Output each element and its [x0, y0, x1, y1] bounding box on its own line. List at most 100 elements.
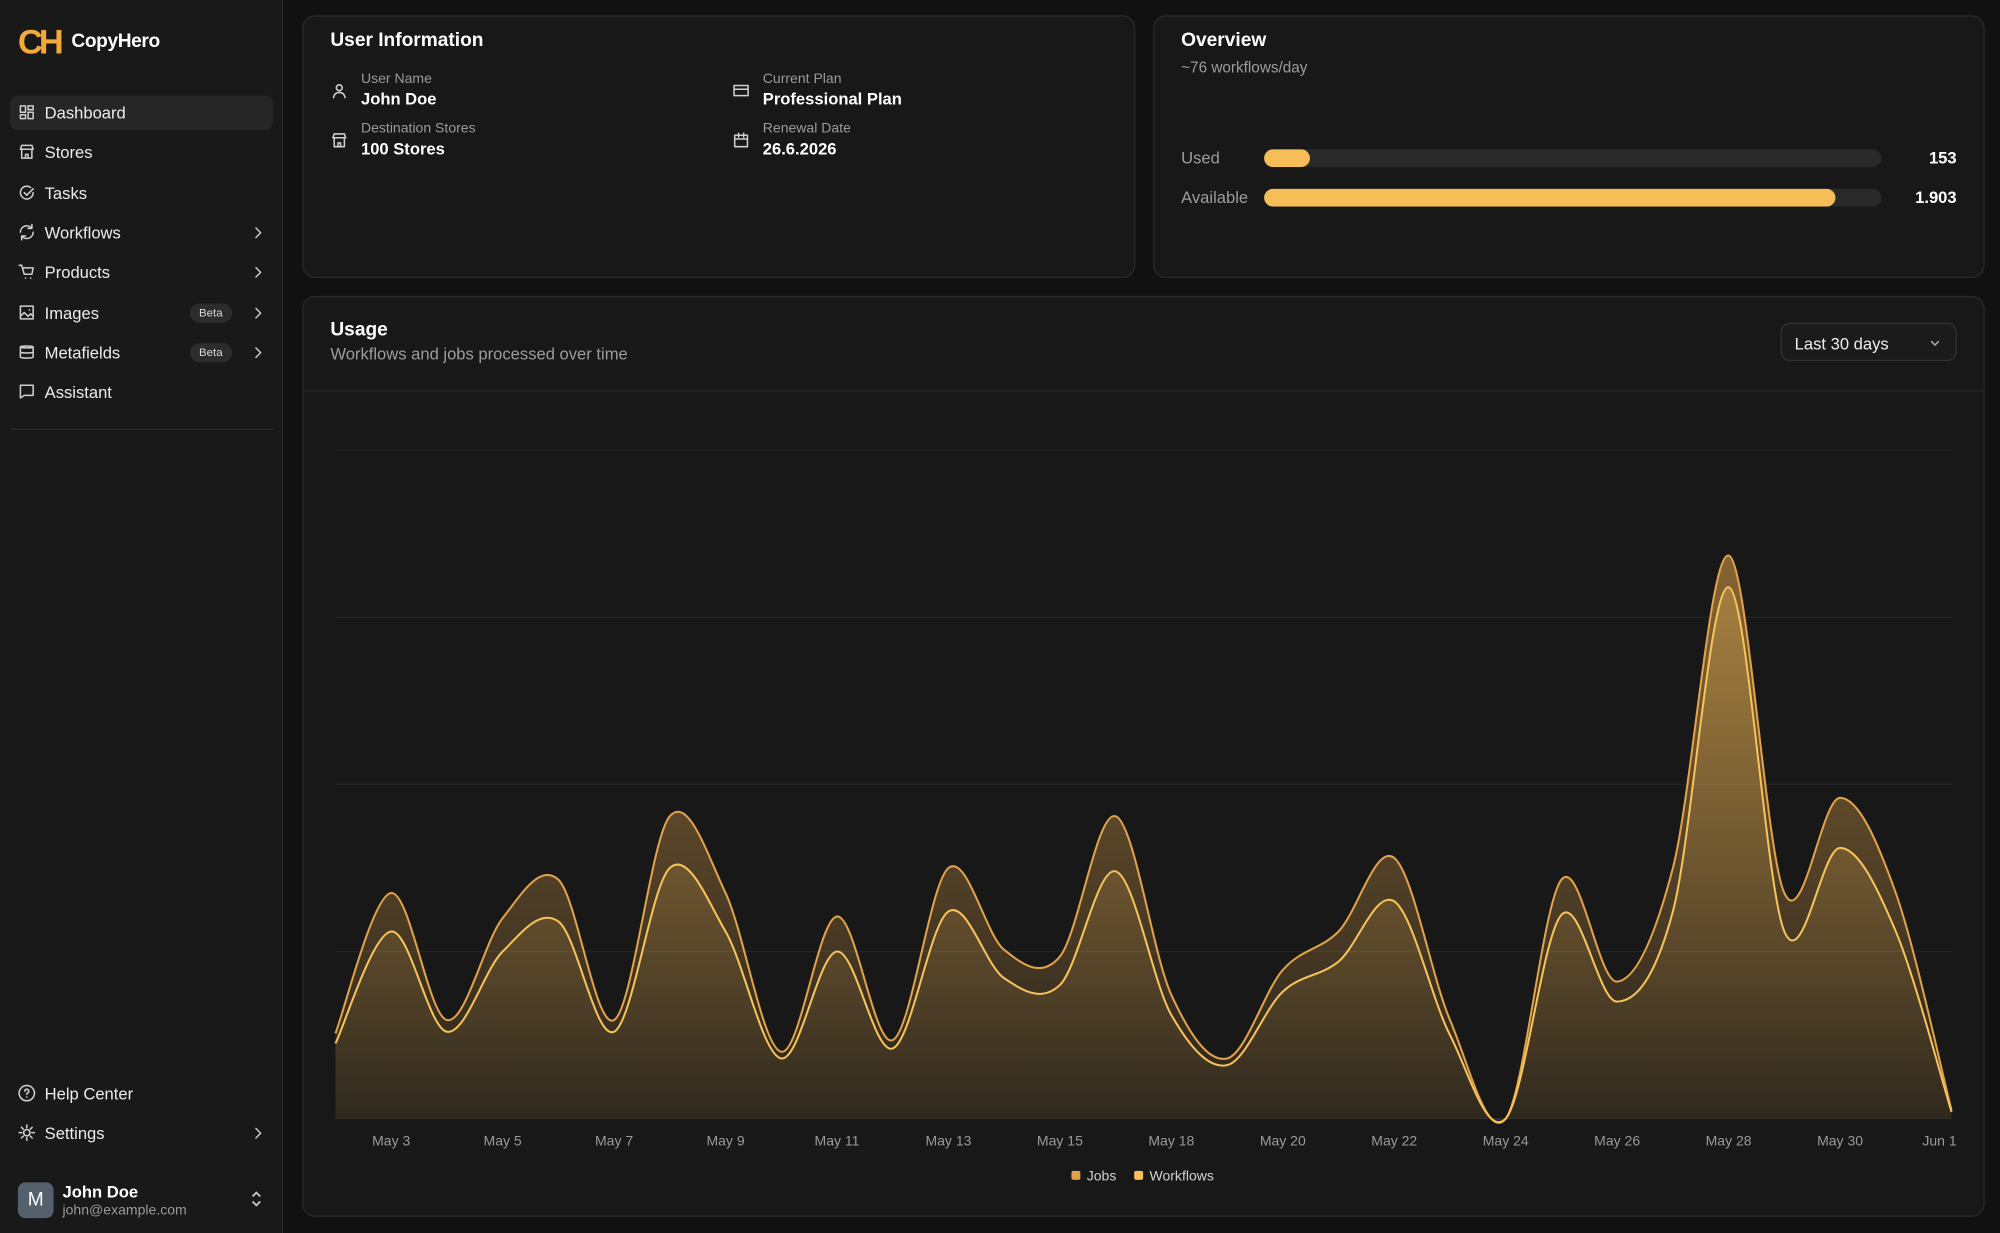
field-value: Professional Plan	[762, 89, 902, 109]
card-title: Usage	[330, 318, 388, 341]
x-tick-label: May 7	[595, 1132, 633, 1148]
nav-item[interactable]: Settings	[10, 1116, 273, 1150]
area-fill	[335, 587, 1952, 1123]
nav-label: Settings	[44, 1124, 105, 1144]
field-icon	[733, 84, 749, 97]
nav-label: Workflows	[44, 223, 121, 243]
logo: CH	[17, 22, 64, 62]
nav-item[interactable]: Products	[10, 255, 273, 289]
nav-icon	[19, 184, 34, 200]
nav-item[interactable]: Dashboard	[10, 95, 273, 131]
card-subtitle: Workflows and jobs processed over time	[330, 344, 628, 364]
x-tick-label: May 24	[1483, 1132, 1529, 1148]
nav-item[interactable]: Images Beta	[10, 295, 273, 329]
nav-icon	[19, 384, 34, 399]
x-tick-label: May 15	[1037, 1132, 1083, 1148]
field-label: User Name	[360, 71, 432, 87]
area-line	[334, 586, 1953, 1123]
nav-item[interactable]: Tasks	[10, 176, 273, 210]
field-icon	[332, 84, 346, 99]
nav-label: Tasks	[44, 183, 88, 203]
field-label: Renewal Date	[762, 120, 851, 136]
nav-label: Metafields	[44, 342, 121, 362]
legend-swatch	[1134, 1170, 1144, 1180]
nav-icon	[18, 1084, 36, 1102]
user-email: john@example.com	[62, 1202, 187, 1219]
x-tick-label: May 3	[372, 1132, 410, 1148]
field-icon	[733, 131, 749, 147]
nav-item[interactable]: Workflows	[10, 215, 273, 249]
x-tick-label: May 5	[484, 1132, 522, 1148]
nav-label: Images	[44, 302, 100, 323]
divider	[303, 390, 1984, 392]
nav-label: Assistant	[44, 382, 112, 402]
chevron	[255, 227, 262, 239]
user-name[interactable]: John Doe	[62, 1182, 139, 1202]
nav-icon	[19, 223, 34, 241]
x-tick-label: May 11	[815, 1132, 860, 1148]
nav-label: Products	[44, 262, 111, 283]
field-label: Current Plan	[762, 71, 842, 87]
sidebar: CH CopyHero M John Doe john@example.com …	[0, 0, 284, 1233]
field-value: 26.6.2026	[762, 138, 837, 158]
legend-label: Jobs	[1087, 1167, 1117, 1183]
nav-icon	[19, 344, 34, 359]
x-tick-label: Jun 1	[1922, 1132, 1956, 1148]
bar-fill	[1264, 189, 1836, 208]
nav-item[interactable]: Assistant	[10, 375, 273, 409]
user-menu-toggle[interactable]	[249, 1190, 264, 1208]
x-tick-label: May 22	[1371, 1132, 1417, 1148]
range-dropdown[interactable]: Last 30 days	[1780, 322, 1957, 361]
x-tick-label: May 28	[1706, 1132, 1752, 1148]
legend-label: Workflows	[1150, 1167, 1214, 1183]
beta-badge: Beta	[190, 342, 232, 362]
dropdown-label: Last 30 days	[1794, 334, 1889, 354]
nav-label: Dashboard	[44, 103, 126, 123]
nav-icon	[19, 145, 34, 160]
bar-label: Available	[1181, 187, 1249, 208]
card-title: Overview	[1181, 29, 1267, 52]
user-info-card	[302, 15, 1136, 279]
brand: CopyHero	[71, 30, 160, 53]
nav-item[interactable]: Metafields Beta	[10, 335, 273, 369]
bar-track	[1264, 189, 1882, 208]
nav-icon	[18, 264, 34, 280]
x-tick-label: May 9	[706, 1132, 744, 1148]
field-value: 100 Stores	[360, 138, 445, 158]
dropdown-chevron	[1930, 340, 1940, 347]
x-tick-label: May 20	[1260, 1132, 1306, 1148]
nav-label: Help Center	[44, 1084, 134, 1104]
x-tick-label: May 18	[1148, 1132, 1194, 1148]
card-title: User Information	[330, 29, 484, 52]
legend-swatch	[1071, 1170, 1081, 1180]
field-icon	[332, 132, 347, 147]
nav-icon	[19, 105, 34, 120]
x-tick-label: May 26	[1594, 1132, 1640, 1148]
nav-item[interactable]: Stores	[10, 136, 273, 170]
field-value: John Doe	[360, 89, 437, 109]
bar-value: 1.903	[1915, 187, 1957, 208]
nav-item[interactable]: Help Center	[10, 1077, 273, 1111]
x-tick-label: May 30	[1817, 1132, 1863, 1148]
nav-icon	[18, 1124, 36, 1142]
overview-card	[1153, 15, 1985, 279]
chevron	[255, 346, 262, 358]
chevron	[255, 307, 262, 318]
bar-label: Used	[1181, 147, 1220, 168]
divider	[10, 428, 273, 430]
nav-icon	[19, 304, 34, 320]
area-line	[334, 554, 1953, 1124]
beta-badge: Beta	[190, 302, 232, 323]
nav-label: Stores	[44, 143, 93, 163]
bar-track	[1264, 149, 1882, 168]
x-tick-label: May 13	[925, 1132, 971, 1148]
avatar[interactable]: M	[17, 1182, 54, 1219]
chevron	[255, 267, 262, 279]
chevron	[255, 1128, 262, 1140]
field-label: Destination Stores	[360, 120, 476, 136]
bar-value: 153	[1928, 147, 1957, 168]
card-subtitle: ~76 workflows/day	[1181, 58, 1308, 77]
bar-fill	[1264, 149, 1310, 168]
